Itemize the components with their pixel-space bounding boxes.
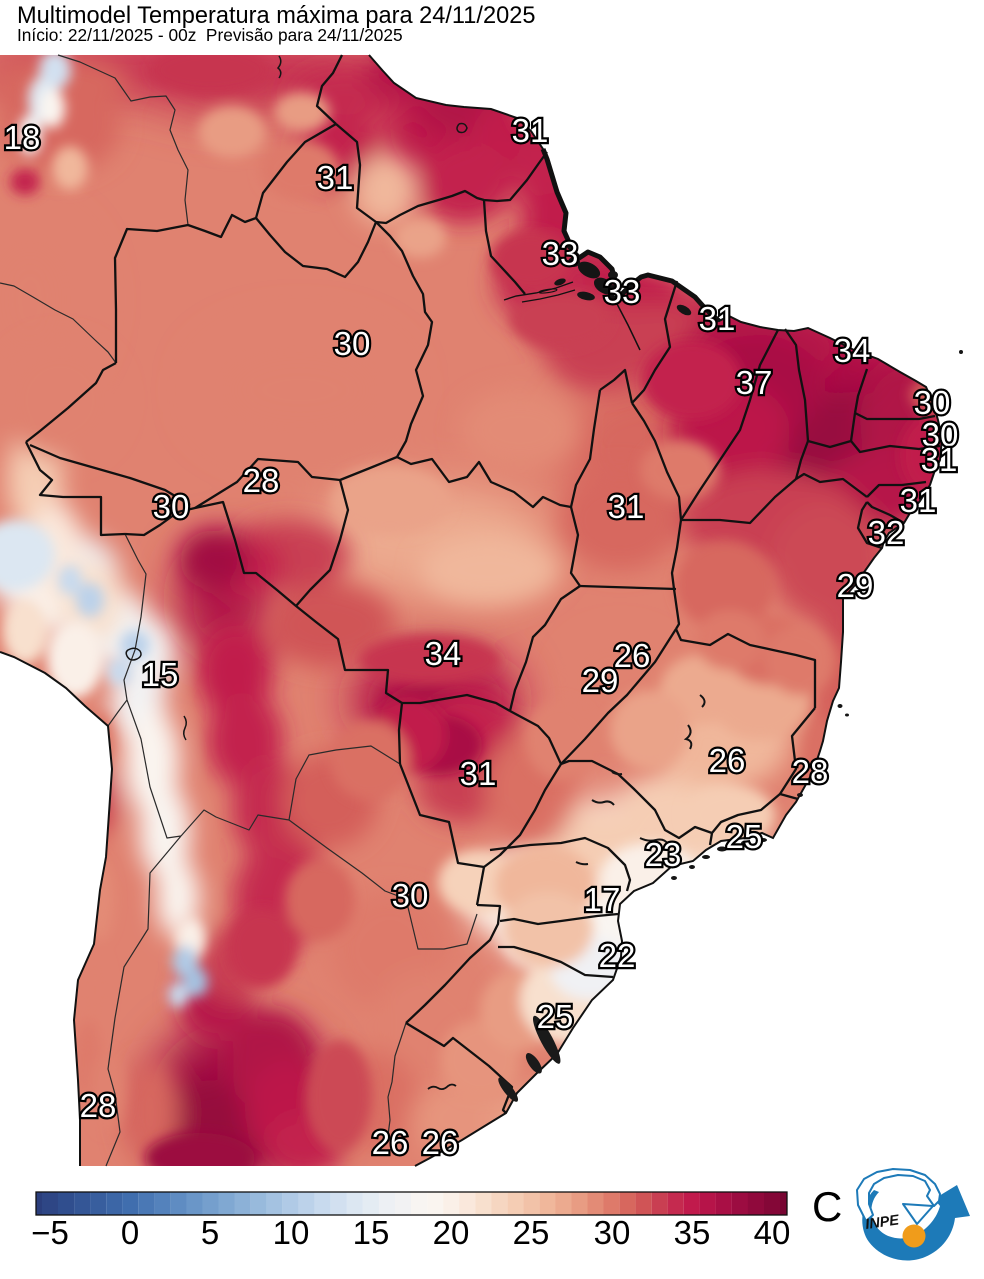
svg-text:15: 15 xyxy=(142,656,179,693)
svg-text:34: 34 xyxy=(834,332,871,369)
svg-text:−5: −5 xyxy=(31,1214,69,1251)
svg-text:31: 31 xyxy=(921,441,958,478)
svg-text:26: 26 xyxy=(614,637,651,674)
svg-text:28: 28 xyxy=(792,753,829,790)
svg-text:INPE: INPE xyxy=(864,1212,901,1233)
svg-text:30: 30 xyxy=(922,416,959,453)
svg-text:31: 31 xyxy=(317,159,354,196)
svg-text:40: 40 xyxy=(754,1214,791,1251)
svg-text:29: 29 xyxy=(837,567,874,604)
svg-text:34: 34 xyxy=(425,635,462,672)
svg-text:15: 15 xyxy=(353,1214,390,1251)
svg-text:C: C xyxy=(812,1183,842,1230)
svg-text:28: 28 xyxy=(243,462,280,499)
svg-text:30: 30 xyxy=(392,877,429,914)
svg-text:33: 33 xyxy=(542,235,579,272)
svg-text:31: 31 xyxy=(512,112,549,149)
svg-text:26: 26 xyxy=(709,742,746,779)
svg-text:28: 28 xyxy=(80,1087,117,1124)
svg-text:20: 20 xyxy=(433,1214,470,1251)
svg-text:Início: 22/11/2025 - 00z Prev: Início: 22/11/2025 - 00z Previsão para 2… xyxy=(17,25,403,45)
svg-text:37: 37 xyxy=(736,364,773,401)
svg-text:Multimodel Temperatura máxima: Multimodel Temperatura máxima para 24/11… xyxy=(17,3,535,29)
svg-text:23: 23 xyxy=(645,836,682,873)
svg-text:29: 29 xyxy=(582,662,619,699)
svg-text:26: 26 xyxy=(422,1124,459,1161)
svg-text:10: 10 xyxy=(273,1214,310,1251)
svg-text:25: 25 xyxy=(513,1214,550,1251)
svg-text:31: 31 xyxy=(460,755,497,792)
svg-text:30: 30 xyxy=(594,1214,631,1251)
svg-text:35: 35 xyxy=(674,1214,711,1251)
svg-text:30: 30 xyxy=(914,384,951,421)
svg-text:30: 30 xyxy=(153,488,190,525)
svg-text:5: 5 xyxy=(201,1214,219,1251)
svg-text:31: 31 xyxy=(608,488,645,525)
svg-text:0: 0 xyxy=(121,1214,139,1251)
svg-text:22: 22 xyxy=(599,937,636,974)
svg-text:32: 32 xyxy=(868,514,905,551)
svg-text:31: 31 xyxy=(699,300,736,337)
svg-text:30: 30 xyxy=(334,325,371,362)
svg-text:25: 25 xyxy=(537,998,574,1035)
svg-text:17: 17 xyxy=(584,881,621,918)
svg-text:33: 33 xyxy=(604,273,641,310)
svg-text:18: 18 xyxy=(4,119,41,156)
svg-text:31: 31 xyxy=(900,482,937,519)
svg-text:26: 26 xyxy=(372,1124,409,1161)
svg-text:25: 25 xyxy=(726,818,763,855)
